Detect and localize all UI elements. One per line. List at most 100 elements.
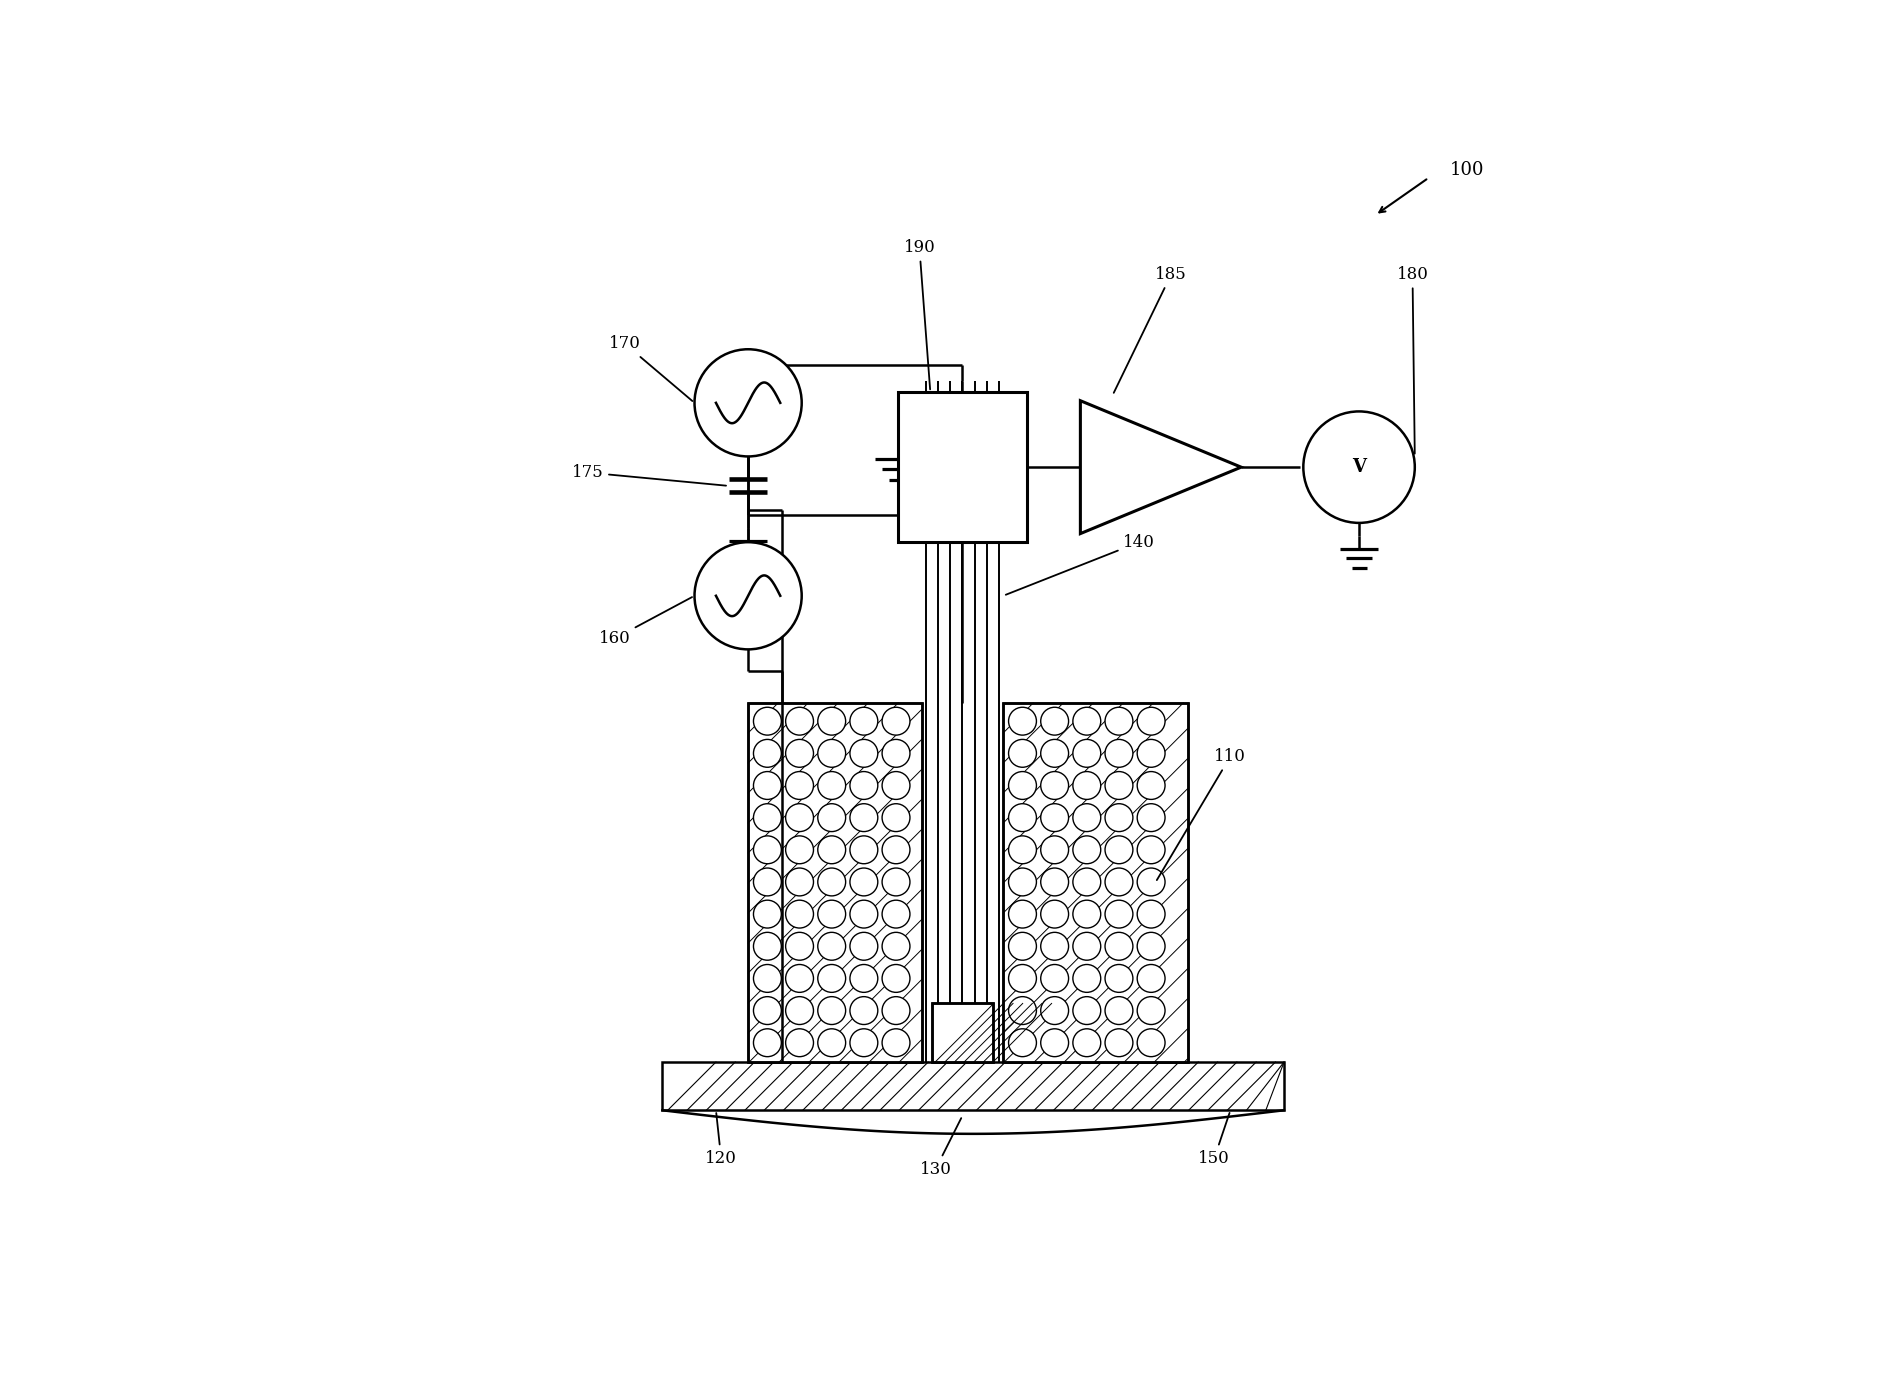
Circle shape — [883, 933, 911, 960]
Circle shape — [1040, 965, 1069, 992]
Circle shape — [817, 707, 845, 735]
Circle shape — [1040, 901, 1069, 928]
Circle shape — [883, 997, 911, 1025]
Circle shape — [1104, 771, 1132, 799]
Circle shape — [695, 349, 802, 457]
Circle shape — [817, 1029, 845, 1057]
Circle shape — [1072, 933, 1101, 960]
Text: 130: 130 — [920, 1118, 962, 1178]
Circle shape — [753, 803, 781, 831]
Circle shape — [1138, 997, 1164, 1025]
Circle shape — [1008, 997, 1037, 1025]
Bar — [1003, 703, 1187, 1062]
Bar — [898, 393, 1027, 541]
Circle shape — [883, 739, 911, 767]
Circle shape — [817, 997, 845, 1025]
Text: 160: 160 — [599, 597, 693, 647]
Text: 150: 150 — [1198, 1112, 1230, 1166]
Circle shape — [1072, 965, 1101, 992]
Circle shape — [883, 707, 911, 735]
Text: 190: 190 — [903, 239, 935, 390]
Circle shape — [753, 901, 781, 928]
Text: 110: 110 — [1157, 748, 1247, 880]
Bar — [931, 1004, 993, 1062]
Bar — [747, 703, 922, 1062]
Circle shape — [1040, 803, 1069, 831]
Circle shape — [753, 707, 781, 735]
Circle shape — [883, 803, 911, 831]
Circle shape — [1072, 997, 1101, 1025]
Circle shape — [1040, 707, 1069, 735]
Circle shape — [785, 739, 813, 767]
Circle shape — [851, 771, 877, 799]
Circle shape — [785, 835, 813, 863]
Circle shape — [1138, 933, 1164, 960]
Text: 185: 185 — [1114, 266, 1187, 393]
Circle shape — [1138, 869, 1164, 896]
Text: 180: 180 — [1397, 266, 1429, 454]
Circle shape — [1008, 803, 1037, 831]
Text: 170: 170 — [608, 335, 693, 401]
Circle shape — [817, 933, 845, 960]
Circle shape — [851, 901, 877, 928]
Circle shape — [851, 997, 877, 1025]
Circle shape — [753, 739, 781, 767]
Polygon shape — [1080, 401, 1241, 533]
Circle shape — [1104, 835, 1132, 863]
Circle shape — [785, 1029, 813, 1057]
Circle shape — [851, 933, 877, 960]
Circle shape — [1104, 707, 1132, 735]
Circle shape — [1138, 901, 1164, 928]
Circle shape — [817, 835, 845, 863]
Circle shape — [1104, 739, 1132, 767]
Circle shape — [785, 901, 813, 928]
Circle shape — [1072, 1029, 1101, 1057]
Circle shape — [851, 707, 877, 735]
Circle shape — [1040, 869, 1069, 896]
Circle shape — [1072, 707, 1101, 735]
Circle shape — [785, 869, 813, 896]
Circle shape — [851, 1029, 877, 1057]
Circle shape — [1104, 803, 1132, 831]
Circle shape — [1104, 869, 1132, 896]
Circle shape — [695, 541, 802, 649]
Bar — [663, 1062, 1285, 1111]
Circle shape — [817, 965, 845, 992]
Circle shape — [1138, 835, 1164, 863]
Circle shape — [753, 997, 781, 1025]
Circle shape — [753, 835, 781, 863]
Circle shape — [1040, 1029, 1069, 1057]
Circle shape — [817, 739, 845, 767]
Circle shape — [1008, 901, 1037, 928]
Circle shape — [785, 965, 813, 992]
Circle shape — [883, 771, 911, 799]
Circle shape — [1040, 771, 1069, 799]
Circle shape — [1072, 835, 1101, 863]
Circle shape — [883, 901, 911, 928]
Circle shape — [1072, 739, 1101, 767]
Circle shape — [1104, 997, 1132, 1025]
Circle shape — [817, 771, 845, 799]
Circle shape — [1008, 965, 1037, 992]
Circle shape — [753, 869, 781, 896]
Bar — [747, 703, 922, 1062]
Circle shape — [1008, 707, 1037, 735]
Circle shape — [1008, 771, 1037, 799]
Circle shape — [1138, 739, 1164, 767]
Text: 120: 120 — [706, 1114, 736, 1166]
Circle shape — [1303, 412, 1414, 523]
Circle shape — [851, 803, 877, 831]
Circle shape — [753, 771, 781, 799]
Circle shape — [1072, 869, 1101, 896]
Circle shape — [1072, 771, 1101, 799]
Text: 175: 175 — [571, 464, 727, 486]
Circle shape — [753, 965, 781, 992]
Circle shape — [1138, 965, 1164, 992]
Bar — [1003, 703, 1187, 1062]
Circle shape — [1040, 933, 1069, 960]
Text: V: V — [1352, 458, 1365, 476]
Circle shape — [1104, 901, 1132, 928]
Circle shape — [1104, 933, 1132, 960]
Circle shape — [785, 771, 813, 799]
Circle shape — [785, 933, 813, 960]
